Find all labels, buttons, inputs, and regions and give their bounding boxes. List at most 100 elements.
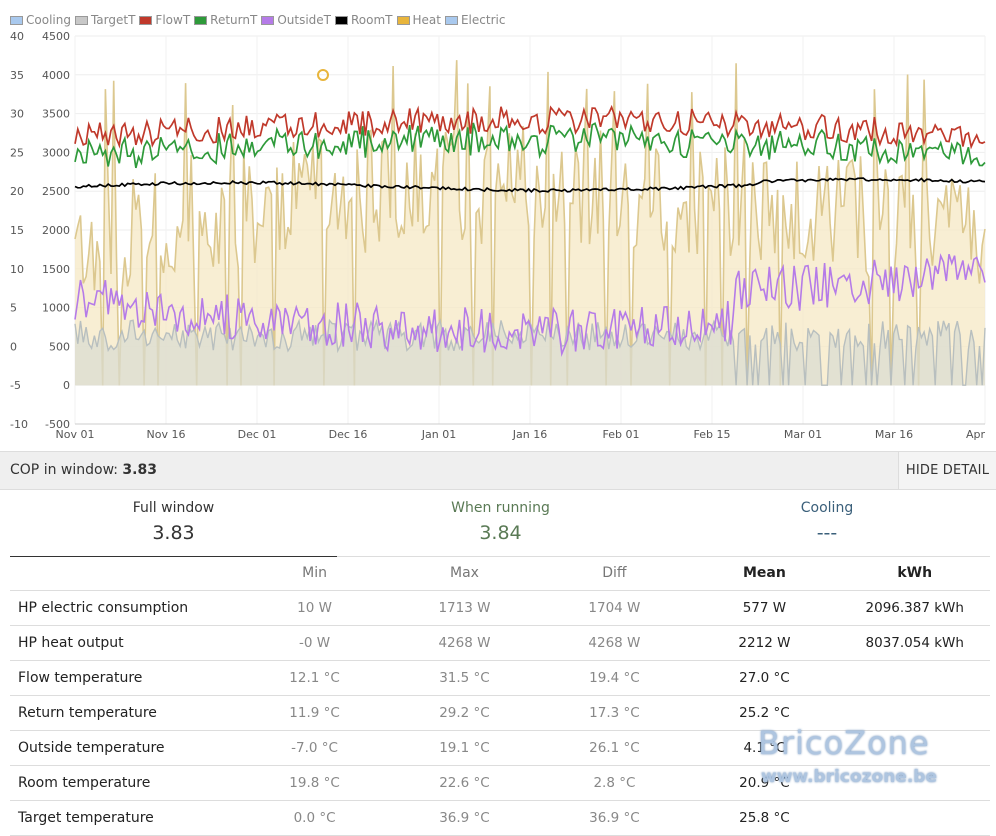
y-right-tick-label: 2500	[42, 185, 70, 198]
y-right-tick-label: -500	[45, 418, 70, 431]
cell-kwh	[839, 800, 990, 836]
cell-diff: 4268 W	[539, 625, 690, 661]
y-left-tick-label: 35	[10, 69, 24, 82]
tab-cooling[interactable]: Cooling ---	[664, 490, 990, 557]
header-min: Min	[239, 556, 390, 591]
room-line	[74, 177, 986, 194]
y-right-tick-label: 0	[63, 379, 70, 392]
cell-diff: 26.1 °C	[539, 730, 690, 766]
when-running-title: When running	[451, 500, 550, 516]
cell-diff: 36.9 °C	[539, 800, 690, 836]
legend-label: RoomT	[350, 13, 393, 27]
legend-label: Electric	[460, 13, 506, 27]
chart-legend: Cooling TargetT FlowT ReturnT OutsideT RoomT H…	[10, 12, 509, 28]
cop-label-text: COP in window:	[10, 462, 123, 478]
flow-line	[74, 104, 986, 150]
cell-name: Outside temperature	[10, 730, 240, 766]
legend-label: ReturnT	[210, 13, 258, 27]
cell-min: 11.9 °C	[239, 695, 390, 731]
y-left-tick-label: 40	[10, 30, 24, 43]
cell-min: -0 W	[239, 625, 390, 661]
cell-name: Room temperature	[10, 765, 240, 801]
table-row: Return temperature 11.9 °C 29.2 °C 17.3 °C 2…	[10, 695, 990, 731]
cell-name: HP heat output	[10, 625, 240, 661]
tab-when-running[interactable]: When running 3.84	[337, 490, 664, 557]
chart-area[interactable]: Cooling TargetT FlowT ReturnT OutsideT RoomT H…	[0, 0, 996, 450]
legend-swatch	[261, 15, 275, 25]
cell-diff: 19.4 °C	[539, 660, 690, 696]
chart-plot[interactable]: 40 4500 35 4000 30 3500 25 3000 20 2500 15 2000 10 15…	[0, 0, 996, 450]
header-kwh: kWh	[839, 556, 990, 591]
legend-swatch	[334, 15, 348, 25]
cell-diff: 2.8 °C	[539, 765, 690, 801]
cell-min: 0.0 °C	[239, 800, 390, 836]
y-right-tick-label: 3500	[42, 108, 70, 121]
x-tick-label: Apr	[966, 428, 986, 441]
legend-label: FlowT	[155, 13, 191, 27]
y-right-tick-label: 4500	[42, 30, 70, 43]
legend-swatch	[396, 15, 410, 25]
cell-kwh: 8037.054 kWh	[839, 625, 990, 661]
stats-header-row: Min Max Diff Mean kWh	[10, 556, 990, 591]
y-right-tick-label: 500	[49, 340, 70, 353]
legend-item-outsidet[interactable]: OutsideT	[261, 12, 331, 28]
table-row: Outside temperature -7.0 °C 19.1 °C 26.1 °C…	[10, 730, 990, 766]
cell-name: Target temperature	[10, 800, 240, 836]
table-row: HP heat output -0 W 4268 W 4268 W 2212 W 8037…	[10, 625, 990, 661]
y-left-tick-label: 15	[10, 224, 24, 237]
cell-kwh	[839, 695, 990, 731]
x-tick-label: Mar 16	[875, 428, 913, 441]
cop-in-window: COP in window: 3.83	[10, 462, 157, 478]
x-tick-label: Feb 01	[603, 428, 640, 441]
cell-max: 36.9 °C	[389, 800, 540, 836]
x-tick-label: Nov 01	[56, 428, 95, 441]
cell-max: 22.6 °C	[389, 765, 540, 801]
y-left-tick-label: -5	[10, 379, 21, 392]
cell-min: -7.0 °C	[239, 730, 390, 766]
legend-item-cooling[interactable]: Cooling	[10, 12, 71, 28]
y-left-tick-label: 25	[10, 146, 24, 159]
table-row: Flow temperature 12.1 °C 31.5 °C 19.4 °C 27.…	[10, 660, 990, 696]
legend-item-returnt[interactable]: ReturnT	[194, 12, 257, 28]
header-name	[10, 556, 240, 591]
x-tick-label: Nov 16	[147, 428, 186, 441]
x-tick-label: Jan 16	[512, 428, 547, 441]
hide-detail-button[interactable]: HIDE DETAIL	[898, 452, 996, 489]
x-tick-label: Feb 15	[694, 428, 731, 441]
cell-mean: 20.9 °C	[689, 765, 840, 801]
y-right-tick-label: 1000	[42, 302, 70, 315]
y-left-tick-label: 0	[10, 340, 17, 353]
tab-full-window[interactable]: Full window 3.83	[10, 490, 337, 557]
legend-item-electric[interactable]: Electric	[444, 12, 506, 28]
legend-item-flowt[interactable]: FlowT	[139, 12, 190, 28]
y-left-tick-label: 20	[10, 185, 24, 198]
cell-kwh	[839, 660, 990, 696]
header-mean: Mean	[689, 556, 840, 591]
legend-swatch	[139, 15, 153, 25]
cell-mean: 27.0 °C	[689, 660, 840, 696]
legend-swatch	[10, 15, 23, 25]
outside-line	[74, 253, 986, 358]
cell-max: 29.2 °C	[389, 695, 540, 731]
header-diff: Diff	[539, 556, 690, 591]
legend-item-heat[interactable]: Heat	[396, 12, 441, 28]
cop-bar: COP in window: 3.83 HIDE DETAIL	[0, 451, 996, 490]
legend-item-targett[interactable]: TargetT	[74, 12, 136, 28]
full-window-value: 3.83	[152, 522, 195, 544]
header-max: Max	[389, 556, 540, 591]
cell-min: 19.8 °C	[239, 765, 390, 801]
cell-diff: 1704 W	[539, 590, 690, 626]
x-tick-label: Dec 16	[329, 428, 368, 441]
cell-mean: 577 W	[689, 590, 840, 626]
legend-label: OutsideT	[277, 13, 331, 27]
y-left-tick-label: -10	[10, 418, 28, 431]
cell-mean: 2212 W	[689, 625, 840, 661]
stats-table: Min Max Diff Mean kWh HP electric consum…	[10, 556, 990, 836]
legend-label: TargetT	[90, 13, 136, 27]
cell-min: 10 W	[239, 590, 390, 626]
y-left-tick-label: 5	[10, 302, 17, 315]
x-tick-label: Jan 01	[421, 428, 456, 441]
cop-summary: Full window 3.83 When running 3.84 Cooli…	[10, 490, 990, 557]
legend-item-roomt[interactable]: RoomT	[334, 12, 393, 28]
